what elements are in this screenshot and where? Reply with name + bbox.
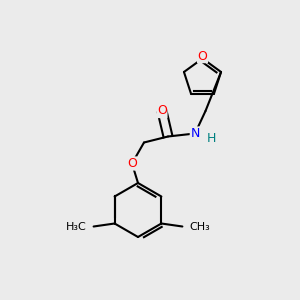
Text: H: H	[207, 131, 216, 145]
Text: N: N	[190, 127, 200, 140]
Text: H₃C: H₃C	[66, 221, 87, 232]
Text: CH₃: CH₃	[189, 221, 210, 232]
Text: O: O	[198, 50, 207, 63]
Text: O: O	[157, 104, 167, 118]
Text: O: O	[127, 157, 137, 170]
